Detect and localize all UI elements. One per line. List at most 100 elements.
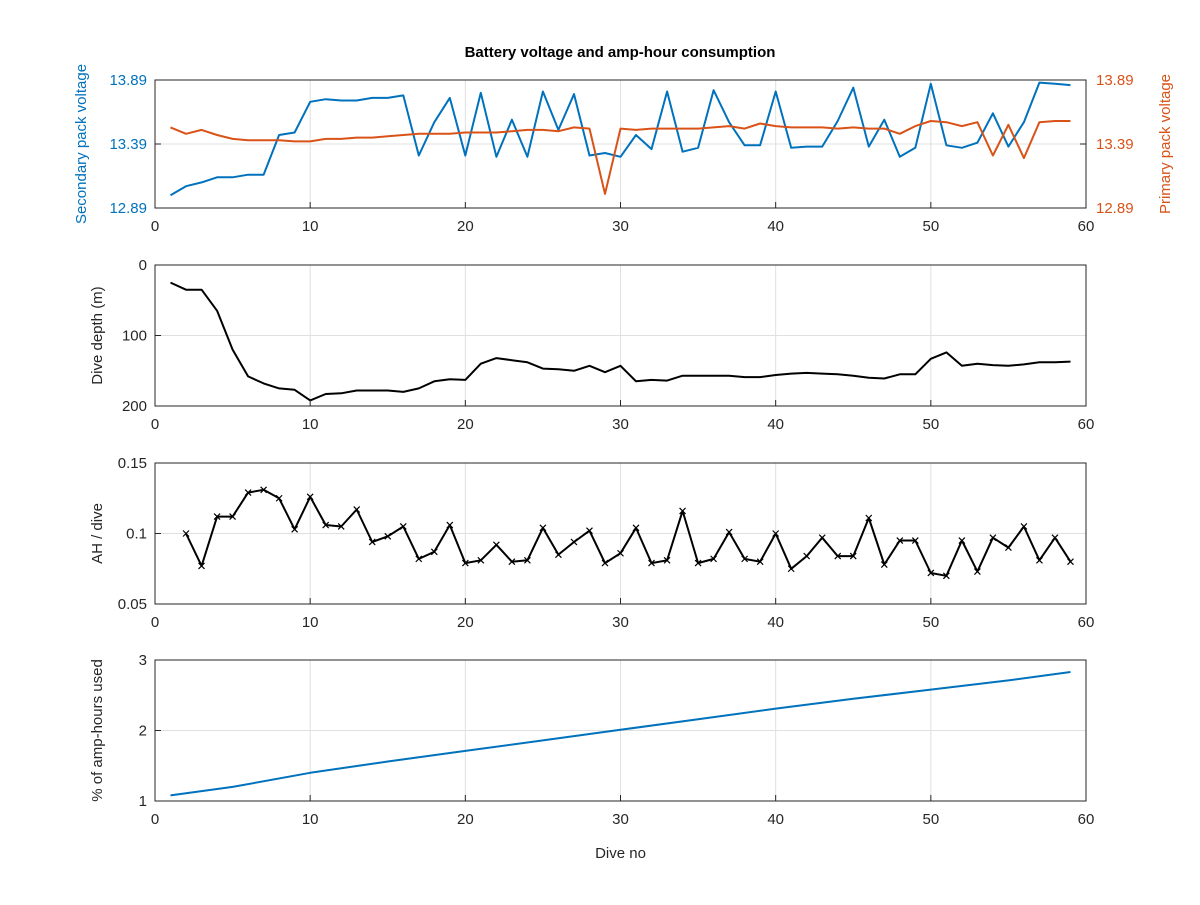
x-tick-label: 10 — [302, 416, 319, 433]
data-point-marker — [710, 555, 718, 563]
y-tick-label: 0.05 — [118, 596, 147, 613]
series-line-1 — [170, 671, 1071, 797]
data-point-marker — [989, 534, 997, 542]
y-axis-label: Dive depth (m) — [89, 286, 106, 384]
data-point-marker — [942, 572, 950, 580]
data-point-marker — [1051, 534, 1059, 542]
data-point-marker — [244, 489, 252, 497]
y-tick-label: 200 — [122, 398, 147, 415]
data-point-marker — [679, 507, 686, 515]
data-point-marker — [260, 486, 268, 494]
data-point-marker — [229, 513, 237, 521]
y-tick-label: 3 — [139, 652, 147, 669]
x-tick-label: 0 — [151, 811, 159, 828]
data-point-marker — [1067, 558, 1074, 566]
x-tick-label: 20 — [457, 218, 474, 235]
y-right-tick-label: 13.89 — [1096, 72, 1134, 89]
y-right-tick-label: 13.39 — [1096, 136, 1134, 153]
y-axis-label: % of amp-hours used — [89, 659, 106, 802]
data-point-marker — [694, 559, 702, 567]
x-tick-label: 30 — [612, 811, 629, 828]
data-point-marker — [368, 538, 376, 546]
data-point-marker — [958, 537, 966, 544]
y-axis-label: Secondary pack voltage — [73, 64, 90, 224]
data-point-marker — [973, 568, 981, 575]
x-tick-label: 40 — [767, 811, 784, 828]
y-tick-label: 0.15 — [118, 455, 147, 472]
y-tick-label: 2 — [139, 723, 147, 740]
data-point-marker — [306, 493, 314, 501]
y-tick-label: 12.89 — [109, 200, 147, 217]
data-point-marker — [1004, 544, 1012, 552]
data-point-marker — [1020, 523, 1028, 530]
data-point-marker — [1036, 556, 1043, 564]
data-point-marker — [741, 555, 749, 563]
chart-title: Battery voltage and amp-hour consumption — [465, 44, 776, 61]
data-point-marker — [353, 506, 361, 513]
x-tick-label: 50 — [922, 218, 939, 235]
data-point-marker — [539, 524, 547, 532]
data-point-marker — [911, 537, 919, 544]
panel-4: 0 10 20 30 40 50 60 1 2 3 % of amp-hours used Dive … — [89, 652, 1094, 862]
series-line-2 — [170, 120, 1071, 195]
data-point-marker — [586, 527, 593, 535]
data-point-marker — [492, 541, 500, 549]
data-point-marker — [322, 521, 330, 529]
data-point-marker — [927, 569, 935, 577]
data-point-marker — [415, 555, 423, 563]
data-point-marker — [849, 552, 857, 560]
data-point-marker — [632, 524, 640, 532]
data-point-marker — [865, 514, 873, 522]
data-point-marker — [803, 552, 811, 560]
x-tick-label: 60 — [1078, 614, 1095, 631]
data-point-marker — [834, 552, 842, 560]
data-point-marker — [601, 559, 609, 567]
data-point-marker — [555, 551, 562, 559]
y-tick-label: 1 — [139, 793, 147, 810]
data-point-marker — [880, 561, 888, 568]
x-tick-label: 60 — [1078, 218, 1095, 235]
series-line-1 — [170, 281, 1071, 402]
x-tick-label: 30 — [612, 614, 629, 631]
data-point-marker — [523, 556, 531, 564]
data-point-marker — [818, 534, 826, 542]
x-tick-label: 20 — [457, 811, 474, 828]
x-tick-label: 30 — [612, 416, 629, 433]
data-point-marker — [198, 562, 205, 570]
panel-3: 0 10 20 30 40 50 60 0.05 0.1 0.15 AH / dive — [89, 455, 1094, 631]
data-point-marker — [182, 530, 190, 537]
data-point-marker — [772, 530, 780, 537]
y-tick-label: 100 — [122, 328, 147, 345]
data-point-marker — [725, 528, 733, 536]
data-point-marker — [446, 521, 454, 529]
data-point-marker — [477, 556, 485, 564]
x-tick-label: 0 — [151, 614, 159, 631]
data-point-marker — [461, 559, 469, 567]
data-point-marker — [291, 525, 299, 533]
y-tick-label: 13.39 — [109, 136, 147, 153]
data-point-marker — [430, 548, 438, 556]
panel-1: 0 10 20 30 40 50 6012.8913.3913.8912.8913.3913… — [73, 64, 1174, 235]
x-tick-label: 30 — [612, 218, 629, 235]
x-axis-label: Dive no — [595, 845, 646, 862]
data-point-marker — [648, 559, 655, 567]
x-tick-label: 10 — [302, 218, 319, 235]
x-tick-label: 60 — [1078, 811, 1095, 828]
x-tick-label: 50 — [922, 811, 939, 828]
x-tick-label: 0 — [151, 218, 159, 235]
y-tick-label: 13.89 — [109, 72, 147, 89]
x-tick-label: 10 — [302, 614, 319, 631]
x-tick-label: 20 — [457, 614, 474, 631]
x-tick-label: 50 — [922, 416, 939, 433]
x-tick-label: 40 — [767, 416, 784, 433]
data-point-marker — [617, 549, 624, 557]
x-tick-label: 40 — [767, 614, 784, 631]
x-tick-label: 20 — [457, 416, 474, 433]
series-line-1 — [169, 81, 1071, 197]
y-tick-label: 0.1 — [126, 526, 147, 543]
y-right-axis-label: Primary pack voltage — [1157, 74, 1174, 214]
data-point-marker — [570, 538, 578, 546]
series-line-1 — [185, 488, 1072, 577]
x-tick-label: 60 — [1078, 416, 1095, 433]
